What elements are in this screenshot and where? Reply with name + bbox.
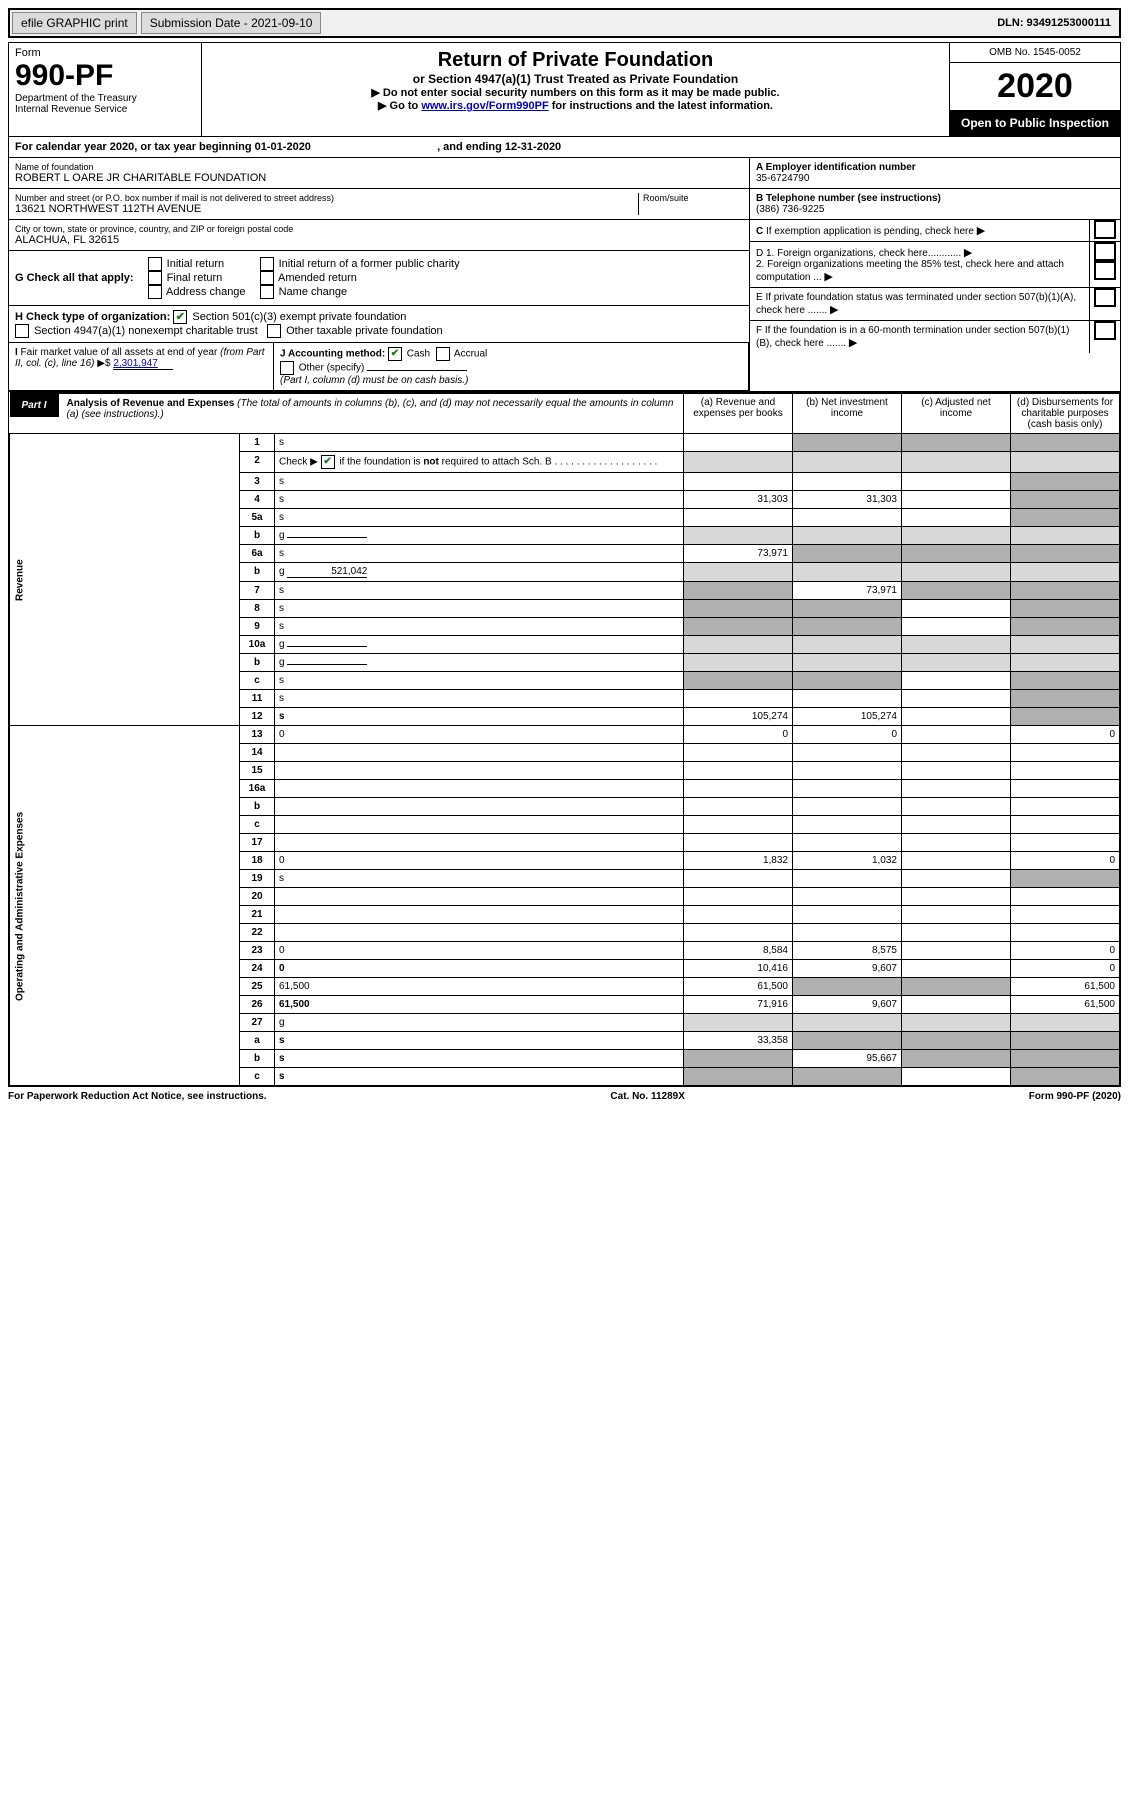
phone-label: B Telephone number (see instructions)	[756, 193, 1114, 204]
e-text: E If private foundation status was termi…	[756, 292, 1076, 316]
phone-value: (386) 736-9225	[756, 204, 1114, 215]
line-1: Revenue1s	[10, 434, 1120, 452]
omb-number: OMB No. 1545-0052	[950, 43, 1120, 63]
top-toolbar: efile GRAPHIC print Submission Date - 20…	[8, 8, 1121, 38]
col-c-header: (c) Adjusted net income	[902, 393, 1011, 434]
col-d-header: (d) Disbursements for charitable purpose…	[1011, 393, 1120, 434]
d2-text: 2. Foreign organizations meeting the 85%…	[756, 259, 1064, 283]
submission-date-button[interactable]: Submission Date - 2021-09-10	[141, 12, 322, 34]
section-i: I Fair market value of all assets at end…	[9, 343, 274, 390]
addr-label: Number and street (or P.O. box number if…	[15, 193, 638, 203]
f-text: F If the foundation is in a 60-month ter…	[756, 325, 1070, 349]
fmv-value[interactable]: 2,301,947	[113, 358, 173, 370]
tax-year: 2020	[950, 63, 1120, 110]
side-revenue: Revenue	[10, 434, 240, 726]
foundation-name: ROBERT L OARE JR CHARITABLE FOUNDATION	[15, 172, 743, 184]
f-checkbox[interactable]	[1094, 321, 1116, 340]
d2-checkbox[interactable]	[1094, 261, 1116, 280]
initial-return-checkbox[interactable]	[148, 257, 162, 271]
part1-badge: Part I	[10, 394, 59, 417]
dept-label: Department of the Treasury Internal Reve…	[15, 93, 195, 115]
dln-label: DLN: 93491253000111	[989, 13, 1119, 33]
form-footer: Form 990-PF (2020)	[1029, 1091, 1121, 1102]
initial-former-checkbox[interactable]	[260, 257, 274, 271]
cash-checkbox[interactable]: ✔	[388, 347, 402, 361]
open-inspection: Open to Public Inspection	[950, 110, 1120, 136]
ein-label: A Employer identification number	[756, 162, 1114, 173]
form-title: Return of Private Foundation	[208, 49, 943, 72]
ssn-note: ▶ Do not enter social security numbers o…	[208, 86, 943, 99]
part1-table: Part I Analysis of Revenue and Expenses …	[9, 392, 1120, 1086]
room-label: Room/suite	[643, 193, 743, 203]
irs-link[interactable]: www.irs.gov/Form990PF	[421, 100, 548, 112]
street-address: 13621 NORTHWEST 112TH AVENUE	[15, 203, 638, 215]
form-subtitle: or Section 4947(a)(1) Trust Treated as P…	[208, 72, 943, 86]
section-j: J Accounting method: ✔ Cash Accrual Othe…	[274, 343, 749, 390]
form-word: Form	[15, 47, 195, 59]
form-number: 990-PF	[15, 59, 195, 93]
other-method-checkbox[interactable]	[280, 361, 294, 375]
c-checkbox[interactable]	[1094, 220, 1116, 239]
goto-note: ▶ Go to www.irs.gov/Form990PF for instru…	[208, 99, 943, 112]
name-change-checkbox[interactable]	[260, 285, 274, 299]
c-text: If exemption application is pending, che…	[766, 226, 974, 237]
city-label: City or town, state or province, country…	[15, 224, 743, 234]
cat-number: Cat. No. 11289X	[610, 1091, 684, 1102]
col-b-header: (b) Net investment income	[793, 393, 902, 434]
form-container: Form 990-PF Department of the Treasury I…	[8, 42, 1121, 1087]
d1-text: D 1. Foreign organizations, check here..…	[756, 248, 961, 259]
side-operating-and-administrative-expenses: Operating and Administrative Expenses	[10, 726, 240, 1086]
g-label: G Check all that apply:	[15, 272, 134, 284]
amended-return-checkbox[interactable]	[260, 271, 274, 285]
ein-value: 35-6724790	[756, 173, 1114, 184]
4947a1-checkbox[interactable]	[15, 324, 29, 338]
paperwork-notice: For Paperwork Reduction Act Notice, see …	[8, 1091, 267, 1102]
name-label: Name of foundation	[15, 162, 743, 172]
calendar-year-row: For calendar year 2020, or tax year begi…	[9, 137, 1120, 158]
col-a-header: (a) Revenue and expenses per books	[684, 393, 793, 434]
501c3-checkbox[interactable]: ✔	[173, 310, 187, 324]
other-taxable-checkbox[interactable]	[267, 324, 281, 338]
section-h: H Check type of organization: ✔ Section …	[9, 305, 749, 343]
section-g: G Check all that apply: Initial return F…	[9, 251, 749, 305]
accrual-checkbox[interactable]	[436, 347, 450, 361]
final-return-checkbox[interactable]	[148, 271, 162, 285]
e-checkbox[interactable]	[1094, 288, 1116, 307]
line-13: Operating and Administrative Expenses130…	[10, 726, 1120, 744]
d1-checkbox[interactable]	[1094, 242, 1116, 261]
city-state-zip: ALACHUA, FL 32615	[15, 234, 743, 246]
address-change-checkbox[interactable]	[148, 285, 162, 299]
efile-print-button[interactable]: efile GRAPHIC print	[12, 12, 137, 34]
